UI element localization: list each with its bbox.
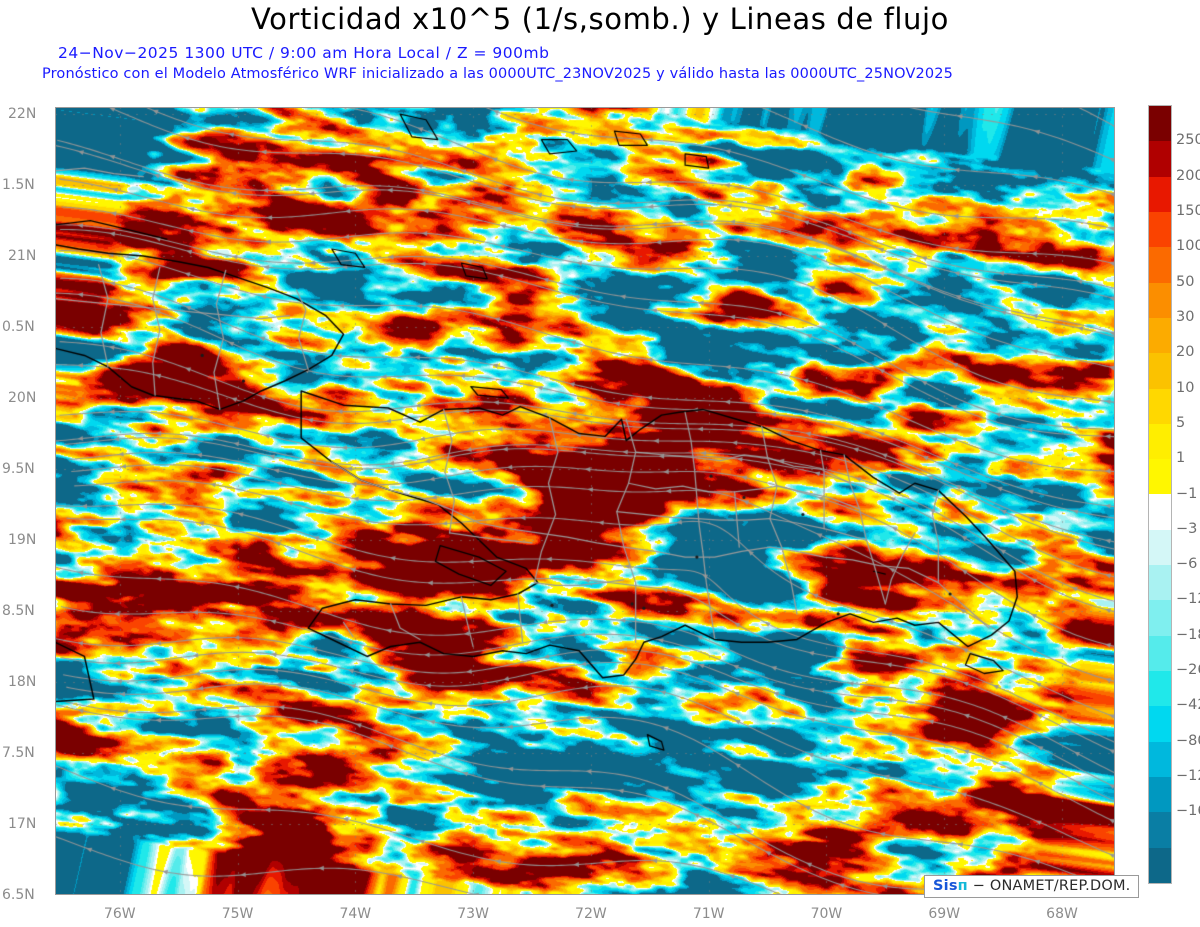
colorbar-band-11	[1149, 494, 1171, 530]
colorbar-band-14	[1149, 600, 1171, 636]
colorbar-band-7	[1149, 353, 1171, 389]
colorbar-band-8	[1149, 388, 1171, 424]
colorbar-tick-10: 10	[1176, 379, 1195, 396]
colorbar-band-21	[1149, 847, 1171, 883]
colorbar-band-0	[1149, 106, 1171, 142]
colorbar-tick-20: 20	[1176, 344, 1195, 361]
colorbar-band-16	[1149, 671, 1171, 707]
colorbar-tick-1: 1	[1176, 450, 1186, 467]
x-tick-71W: 71W	[692, 906, 725, 922]
colorbar-band-19	[1149, 776, 1171, 813]
colorbar-band-10	[1149, 459, 1171, 495]
colorbar-band-9	[1149, 423, 1171, 460]
y-tick-18N: 18N	[8, 674, 37, 691]
plot-frame-left	[55, 107, 56, 895]
sistt-logo-sis: Sis	[933, 878, 958, 894]
y-tick-17N: 17N	[8, 816, 37, 832]
x-tick-72W: 72W	[575, 906, 607, 922]
colorbar	[1148, 105, 1172, 884]
colorbar-band-1	[1149, 141, 1171, 177]
plot-frame-bottom	[55, 894, 1115, 895]
colorbar-band-6	[1149, 317, 1171, 354]
colorbar-tick-100: 100	[1176, 238, 1200, 255]
colorbar-band-4	[1149, 247, 1171, 283]
y-tick-6.5N: 6.5N	[2, 887, 35, 903]
plot-frame-top	[55, 107, 1115, 108]
colorbar-band-3	[1149, 211, 1171, 248]
colorbar-tick--18: −18	[1176, 626, 1200, 643]
colorbar-tick-250: 250	[1176, 132, 1200, 149]
colorbar-tick--26: −26	[1176, 662, 1200, 679]
x-tick-69W: 69W	[928, 906, 961, 922]
attribution-text: − ONAMET/REP.DOM.	[972, 878, 1131, 894]
x-tick-75W: 75W	[221, 906, 254, 922]
colorbar-band-20	[1149, 812, 1171, 848]
x-tick-74W: 74W	[339, 906, 372, 922]
colorbar-band-5	[1149, 282, 1171, 318]
x-tick-68W: 68W	[1046, 906, 1078, 922]
colorbar-tick--3: −3	[1176, 520, 1198, 537]
y-tick-21N: 21N	[8, 248, 37, 265]
colorbar-tick-150: 150	[1176, 202, 1200, 219]
colorbar-tick--42: −42	[1176, 697, 1200, 714]
colorbar-tick-30: 30	[1176, 308, 1195, 325]
x-tick-76W: 76W	[103, 906, 136, 922]
colorbar-band-18	[1149, 741, 1171, 777]
y-tick-19N: 19N	[8, 532, 37, 549]
y-tick-9.5N: 9.5N	[2, 461, 35, 478]
x-tick-70W: 70W	[810, 906, 843, 922]
attribution-badge: Sisᴨ − ONAMET/REP.DOM.	[924, 875, 1140, 898]
y-tick-8.5N: 8.5N	[2, 603, 35, 620]
colorbar-tick--12: −12	[1176, 591, 1200, 608]
y-tick-7.5N: 7.5N	[2, 745, 35, 762]
chart-subtitle-time: 24−Nov−2025 1300 UTC / 9:00 am Hora Loca…	[58, 44, 550, 62]
y-tick-22N: 22N	[8, 106, 37, 123]
colorbar-band-17	[1149, 706, 1171, 742]
colorbar-tick--1: −1	[1176, 485, 1198, 502]
colorbar-tick--120: −120	[1176, 768, 1200, 785]
colorbar-tick-50: 50	[1176, 273, 1195, 290]
y-tick-1.5N: 1.5N	[2, 177, 35, 194]
coastline-border-layer	[55, 107, 1115, 895]
map-plot-area	[55, 107, 1115, 895]
colorbar-band-13	[1149, 565, 1171, 601]
colorbar-band-12	[1149, 529, 1171, 566]
colorbar-tick-5: 5	[1176, 414, 1186, 431]
y-tick-0.5N: 0.5N	[2, 319, 35, 336]
colorbar-tick--160: −160	[1176, 803, 1200, 820]
colorbar-band-2	[1149, 176, 1171, 212]
page-title: Vorticidad x10^5 (1/s,somb.) y Lineas de…	[250, 2, 950, 36]
plot-frame-right	[1114, 107, 1115, 895]
chart-subtitle-model: Pronóstico con el Modelo Atmosférico WRF…	[42, 66, 954, 82]
colorbar-band-15	[1149, 635, 1171, 671]
y-tick-20N: 20N	[8, 390, 37, 407]
colorbar-tick--80: −80	[1176, 732, 1200, 749]
sistt-logo-tt: ᴨ	[957, 878, 968, 894]
colorbar-tick--6: −6	[1176, 556, 1198, 573]
colorbar-tick-200: 200	[1176, 167, 1200, 184]
x-tick-73W: 73W	[457, 906, 489, 922]
